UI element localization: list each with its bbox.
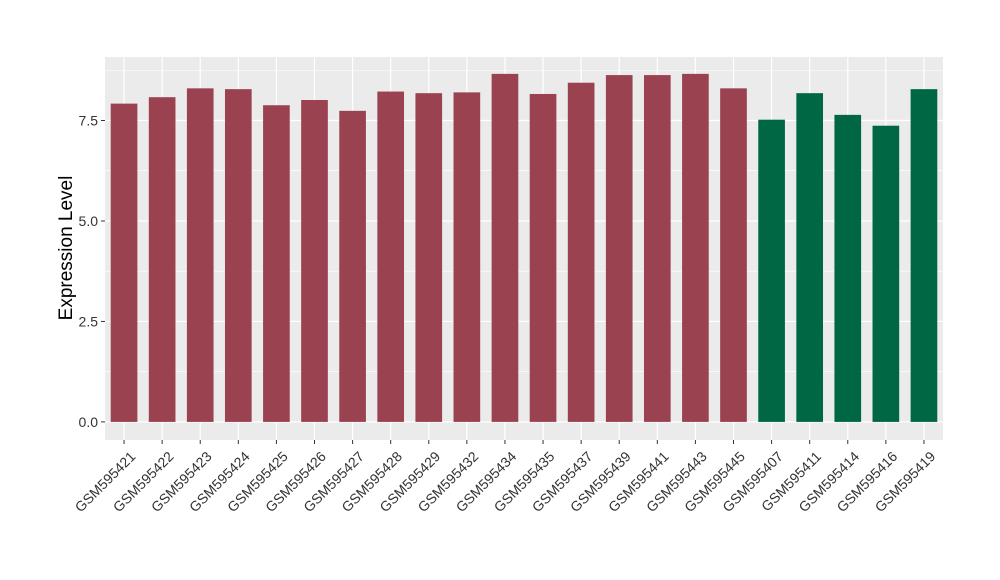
bar-gsm595428 bbox=[377, 91, 405, 422]
y-tick-label: 5.0 bbox=[79, 213, 99, 229]
bar-gsm595423 bbox=[186, 88, 214, 422]
bar-gsm595443 bbox=[682, 73, 709, 422]
bar-gsm595407 bbox=[758, 119, 785, 422]
bar-gsm595426 bbox=[301, 100, 328, 422]
bars bbox=[110, 73, 938, 422]
bar-gsm595419 bbox=[910, 89, 938, 422]
bar-gsm595422 bbox=[148, 97, 176, 422]
bar-gsm595424 bbox=[224, 89, 252, 422]
bar-gsm595414 bbox=[834, 114, 862, 422]
bar-gsm595434 bbox=[491, 73, 519, 422]
bar-gsm595425 bbox=[263, 105, 290, 422]
y-tick-label: 2.5 bbox=[79, 313, 99, 329]
bar-gsm595427 bbox=[339, 110, 366, 422]
bar-gsm595411 bbox=[796, 93, 824, 422]
y-tick-label: 0.0 bbox=[79, 414, 99, 430]
bar-gsm595432 bbox=[453, 92, 481, 422]
bar-gsm595421 bbox=[110, 103, 138, 422]
bar-gsm595416 bbox=[872, 125, 900, 422]
bar-gsm595437 bbox=[567, 82, 595, 422]
y-tick-label: 7.5 bbox=[79, 112, 99, 128]
x-axis: GSM595421GSM595422GSM595423GSM595424GSM5… bbox=[72, 440, 939, 515]
y-axis-title: Expression Level bbox=[56, 176, 77, 321]
bar-gsm595429 bbox=[415, 93, 443, 422]
bar-gsm595435 bbox=[529, 93, 557, 422]
bar-gsm595439 bbox=[605, 75, 633, 422]
bar-gsm595441 bbox=[643, 75, 671, 422]
bar-gsm595445 bbox=[720, 88, 747, 422]
y-axis: 0.0 2.5 5.0 7.5 bbox=[79, 112, 105, 430]
